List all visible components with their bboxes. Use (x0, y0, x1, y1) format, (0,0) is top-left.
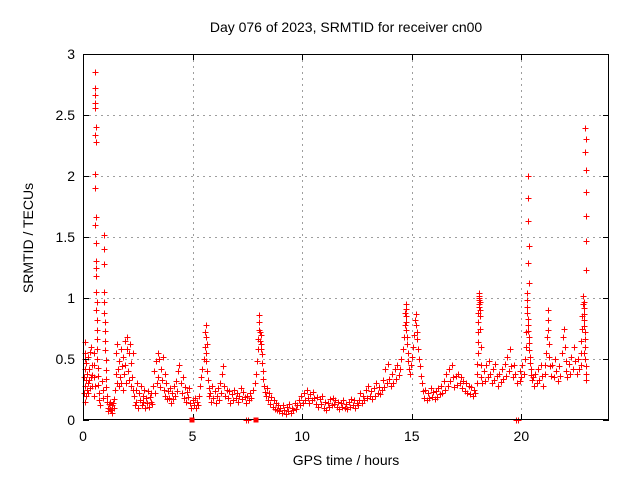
svg-text:10: 10 (294, 428, 310, 444)
x-axis-label: GPS time / hours (292, 452, 400, 468)
svg-text:2.5: 2.5 (56, 107, 76, 123)
svg-text:0: 0 (79, 428, 87, 444)
svg-text:5: 5 (189, 428, 197, 444)
svg-text:1: 1 (67, 290, 75, 306)
svg-text:15: 15 (404, 428, 420, 444)
svg-text:20: 20 (514, 428, 530, 444)
svg-text:3: 3 (67, 46, 75, 62)
svg-text:0.5: 0.5 (56, 351, 76, 367)
chart-title: Day 076 of 2023, SRMTID for receiver cn0… (209, 19, 483, 35)
svg-text:2: 2 (67, 168, 75, 184)
svg-text:1.5: 1.5 (56, 229, 76, 245)
svg-text:0: 0 (67, 412, 75, 428)
